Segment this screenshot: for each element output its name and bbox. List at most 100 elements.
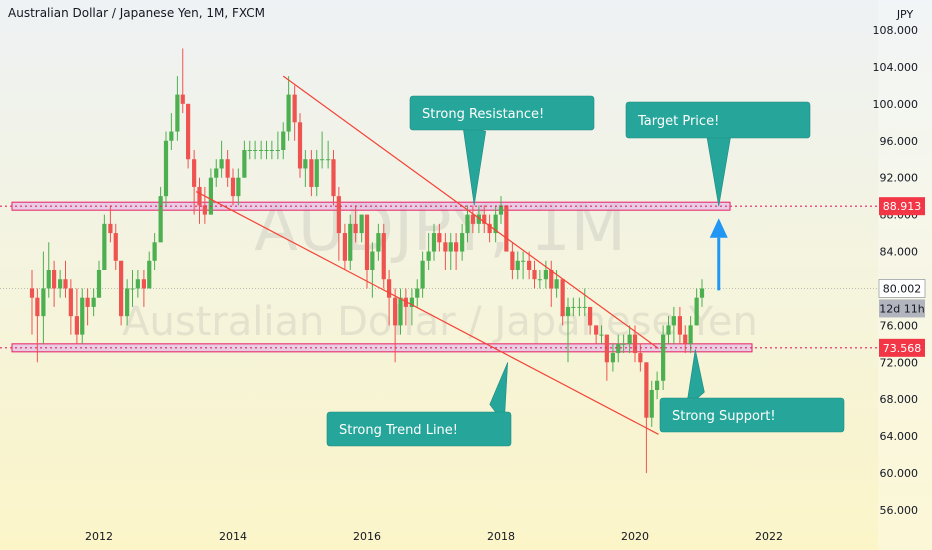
current-price-label: 80.002 [883, 282, 922, 295]
candle-body [699, 288, 705, 298]
candle-body [259, 150, 264, 151]
candle-body [398, 297, 403, 326]
watermark-name: Australian Dollar / Japanese Yen [122, 299, 758, 345]
price-tick: 76.000 [880, 319, 919, 332]
price-tags: 88.913 73.568 80.002 12d 11h [878, 197, 926, 357]
price-tick: 104.000 [873, 61, 919, 74]
price-tick: 68.000 [880, 393, 919, 406]
candle-body [487, 223, 492, 234]
candle-body [91, 297, 96, 307]
candle-body [610, 353, 615, 363]
candle-body [297, 122, 303, 169]
candle-body [336, 196, 341, 234]
strong-trend-line-label: Strong Trend Line! [339, 423, 458, 438]
candle-body [599, 334, 604, 336]
candle-body [158, 196, 163, 243]
candle-body [225, 159, 230, 178]
candle-body [454, 242, 459, 252]
candle-body [175, 94, 180, 132]
candle-body [420, 260, 425, 289]
candle-body [543, 270, 548, 280]
candle-body [415, 288, 420, 298]
candle-body [694, 297, 699, 326]
candle-body [74, 316, 79, 335]
chart-title: Australian Dollar / Japanese Yen, 1M, FX… [8, 6, 265, 20]
candle-body [236, 177, 241, 197]
time-tick: 2018 [487, 530, 515, 543]
price-tick: 92.000 [880, 172, 919, 185]
candlestick-series [29, 48, 705, 474]
current-price-tag [878, 279, 926, 298]
candle-body [582, 306, 587, 308]
trend-lines [195, 75, 659, 435]
candle-body [125, 288, 130, 317]
price-tick: 108.000 [873, 24, 919, 37]
candle-body [677, 316, 682, 335]
target-price-label: Target Price! [637, 114, 719, 129]
candle-body [510, 251, 515, 270]
candle-body [135, 279, 140, 289]
candle-body [476, 214, 481, 224]
candle-body [504, 205, 509, 252]
candle-body [549, 270, 554, 289]
candle-body [359, 214, 364, 234]
candle-body [426, 251, 431, 261]
candle-body [409, 297, 414, 307]
candle-body [683, 334, 688, 344]
candle-body [554, 279, 559, 289]
candle-body [180, 94, 185, 104]
candle-body [192, 159, 197, 187]
candle-body [119, 260, 124, 317]
candle-body [493, 214, 498, 234]
candle-body [247, 150, 252, 151]
candle-body [96, 270, 102, 298]
candle-body [286, 94, 291, 132]
candle-body [431, 233, 437, 252]
countdown-tag [879, 299, 925, 318]
candle-body [443, 242, 448, 252]
candle-body [688, 325, 693, 344]
candle-body [58, 279, 63, 289]
time-axis: 2012 2014 2016 2018 2020 2022 [85, 530, 783, 543]
candle-body [29, 288, 35, 298]
price-tick: 100.000 [873, 98, 919, 111]
candle-body [281, 131, 286, 150]
candle-body [292, 94, 297, 123]
candle-body [604, 334, 609, 363]
time-tick: 2016 [353, 530, 381, 543]
strong-resistance-label: Strong Resistance! [422, 107, 544, 122]
candle-body [85, 297, 90, 307]
candle-body [655, 380, 660, 390]
candle-body [108, 223, 113, 234]
price-tick: 64.000 [880, 430, 919, 443]
candle-body [303, 159, 308, 169]
candle-body [565, 306, 571, 317]
time-tick: 2022 [755, 530, 783, 543]
candle-body [621, 343, 626, 345]
candle-body [353, 223, 358, 234]
candle-body [63, 279, 68, 289]
support-tag-label: 73.568 [883, 342, 922, 355]
candle-body [387, 279, 392, 298]
candle-body [577, 306, 582, 308]
candle-body [253, 150, 258, 151]
candle-body [448, 242, 453, 252]
price-axis-background [878, 0, 932, 550]
candle-body [186, 103, 191, 160]
candle-body [35, 297, 40, 317]
candle-body [130, 288, 135, 290]
candle-body [41, 288, 46, 317]
candle-body [465, 214, 470, 234]
candle-body [521, 260, 526, 262]
candle-body [269, 150, 274, 151]
candle-body [202, 205, 207, 215]
candle-body [460, 233, 465, 252]
candle-body [102, 223, 107, 270]
candle-body [571, 306, 576, 308]
candle-body [214, 168, 219, 178]
price-tick: 84.000 [880, 246, 919, 259]
candle-body [264, 150, 269, 151]
candle-body [52, 270, 57, 289]
